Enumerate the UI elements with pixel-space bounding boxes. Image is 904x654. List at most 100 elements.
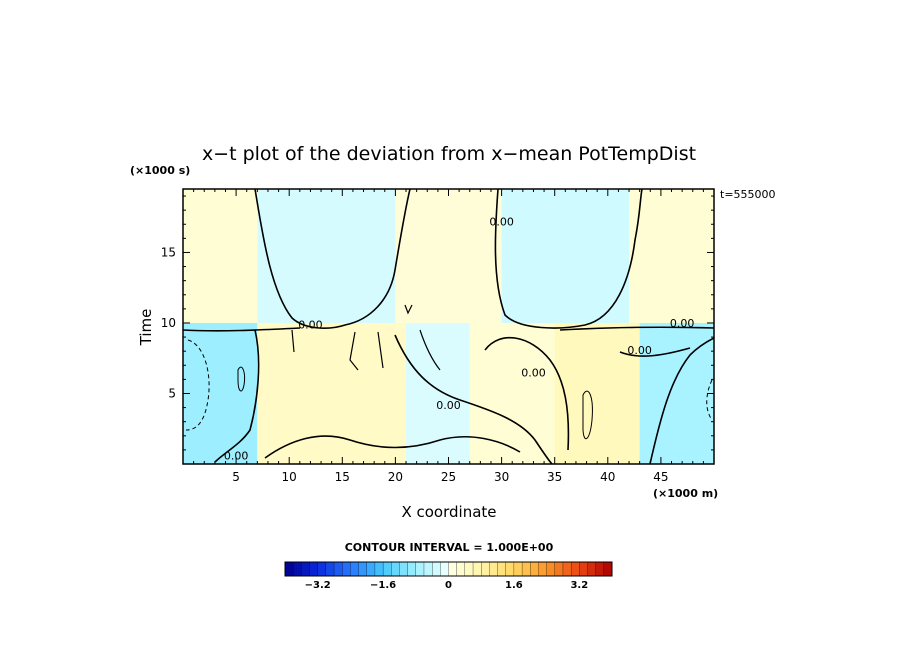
colorbar-cell [382, 561, 392, 577]
contour-line [559, 326, 714, 331]
colorbar-cell [333, 561, 343, 577]
contour-line [183, 327, 301, 332]
colorbar-cell [538, 561, 548, 577]
x-unit-label: (×1000 m) [653, 487, 718, 500]
colorbar-cell [415, 561, 425, 577]
y-tick-label: 15 [161, 245, 176, 259]
field-regions [183, 189, 714, 464]
contour-lines [183, 189, 714, 464]
colorbar-tick-label: 1.6 [505, 580, 523, 591]
colorbar-cell [456, 561, 466, 577]
colorbar: −3.2 −1.6 0 1.6 3.2 [284, 561, 613, 591]
contour-label: 0.00 [627, 344, 652, 357]
x-tick-label: 5 [232, 470, 240, 484]
field-region [183, 322, 258, 464]
colorbar-cell [342, 561, 351, 577]
colorbar-cell [391, 561, 400, 577]
field-region [257, 322, 407, 464]
colorbar-cell [284, 561, 294, 577]
y-tick-label: 5 [168, 386, 176, 400]
colorbar-cell [579, 561, 588, 577]
contour-label: 0.00 [224, 450, 249, 463]
colorbar-cell [317, 561, 327, 577]
colorbar-cell [521, 561, 531, 577]
contour-line [582, 390, 593, 440]
colorbar-cell [513, 561, 523, 577]
colorbar-cell [554, 561, 564, 577]
contour-line [291, 329, 295, 353]
colorbar-cell [562, 561, 572, 577]
colorbar-tick-label: −1.6 [370, 580, 396, 591]
colorbar-cell [603, 561, 613, 577]
colorbar-cell [374, 561, 384, 577]
contour-line [394, 334, 553, 464]
colorbar-cell [423, 561, 433, 577]
field-region [501, 189, 630, 323]
colorbar-cell [481, 561, 490, 577]
colorbar-cell [587, 561, 597, 577]
field-region [639, 322, 714, 464]
colorbar-cell [497, 561, 507, 577]
colorbar-tick-label: −3.2 [305, 580, 331, 591]
colorbar-ticks: −3.2 −1.6 0 1.6 3.2 [305, 580, 589, 591]
field-region [395, 189, 502, 323]
y-unit-label: (×1000 s) [130, 164, 190, 177]
x-tick-label: 20 [388, 470, 403, 484]
colorbar-cell [309, 561, 319, 577]
colorbar-cell [595, 561, 605, 577]
colorbar-cells [284, 561, 613, 577]
colorbar-cell [530, 561, 539, 577]
contour-label: 0.00 [489, 215, 514, 228]
contour-label: 0.00 [670, 317, 695, 330]
contour-line [264, 435, 521, 459]
colorbar-tick-label: 0 [445, 580, 452, 591]
x-tick-label: 10 [282, 470, 297, 484]
contour-line [214, 329, 260, 463]
chart-title: x−t plot of the deviation from x−mean Po… [202, 143, 696, 165]
x-tick-label: 15 [335, 470, 350, 484]
colorbar-cell [440, 561, 449, 577]
colorbar-cell [431, 561, 441, 577]
y-axis-ticks: 5 10 15 [161, 195, 714, 451]
contour-line [237, 366, 245, 392]
colorbar-cell [301, 561, 310, 577]
x-tick-label: 30 [494, 470, 509, 484]
contour-line [484, 336, 570, 451]
colorbar-cell [366, 561, 376, 577]
colorbar-cell [399, 561, 409, 577]
contour-interval-label: CONTOUR INTERVAL = 1.000E+00 [345, 541, 554, 554]
contour-line [619, 347, 691, 357]
x-axis-title: X coordinate [401, 503, 496, 521]
field-region [257, 189, 396, 323]
x-tick-label: 45 [653, 470, 668, 484]
contour-line [377, 331, 384, 369]
x-axis-ticks: 5 10 15 20 25 30 35 40 45 [193, 189, 704, 484]
colorbar-cell [472, 561, 482, 577]
colorbar-cell [570, 561, 580, 577]
contour-label: 0.00 [298, 318, 323, 331]
contour-line [419, 329, 441, 371]
time-stamp: t=555000 [720, 188, 776, 201]
colorbar-cell [489, 561, 499, 577]
contour-line [185, 339, 210, 431]
contour-line [649, 337, 714, 464]
colorbar-cell [350, 561, 360, 577]
x-tick-label: 25 [441, 470, 456, 484]
field-region [183, 189, 258, 323]
y-axis-title: Time [137, 309, 155, 347]
colorbar-cell [448, 561, 458, 577]
colorbar-frame [284, 561, 613, 577]
colorbar-cell [464, 561, 474, 577]
colorbar-cell [546, 561, 556, 577]
field-region [629, 189, 714, 323]
contour-line [254, 189, 411, 329]
plot-area: 0.00 0.00 0.00 0.00 0.00 0.00 0.00 5 10 15 20 25 30… [161, 188, 715, 484]
contour-labels: 0.00 0.00 0.00 0.00 0.00 0.00 0.00 [224, 215, 695, 462]
contour-label: 0.00 [436, 399, 461, 412]
field-region [406, 322, 470, 464]
colorbar-cell [407, 561, 417, 577]
colorbar-cell [293, 561, 302, 577]
x-tick-label: 35 [547, 470, 562, 484]
contour-line [349, 331, 359, 371]
